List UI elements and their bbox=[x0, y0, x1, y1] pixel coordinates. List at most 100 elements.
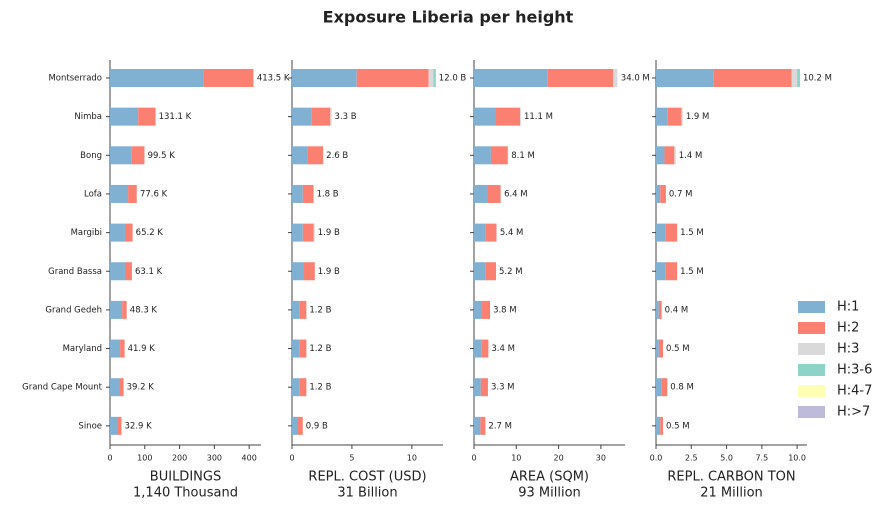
total-label: 1.5 M bbox=[680, 228, 704, 238]
bar-segment bbox=[656, 300, 659, 319]
bar-segment bbox=[120, 339, 125, 358]
x-tick-label: 20 bbox=[554, 454, 564, 463]
bar-segment bbox=[665, 262, 678, 281]
bar-segment bbox=[713, 69, 792, 87]
x-tick-label: 0 bbox=[107, 454, 112, 463]
total-label: 3.3 B bbox=[335, 112, 357, 122]
legend-swatch bbox=[798, 343, 825, 355]
bar-segment bbox=[658, 300, 662, 319]
x-axis-note: 21 Million bbox=[700, 486, 763, 501]
bar-segment bbox=[203, 69, 254, 87]
total-label: 5.2 M bbox=[499, 267, 523, 277]
bar-segment bbox=[356, 69, 429, 87]
bar-segment bbox=[658, 339, 664, 358]
bar-segment bbox=[307, 146, 324, 165]
total-label: 0.7 M bbox=[669, 189, 693, 199]
x-tick-label: 300 bbox=[207, 454, 222, 463]
legend-swatch bbox=[798, 364, 825, 376]
bar-segment bbox=[656, 416, 661, 435]
legend-label: H:3-6 bbox=[837, 363, 872, 378]
total-label: 0.5 M bbox=[666, 344, 690, 354]
bar-segment bbox=[674, 146, 676, 165]
total-label: 65.2 K bbox=[136, 228, 164, 238]
x-tick-label: 0 bbox=[471, 454, 476, 463]
total-label: 1.9 B bbox=[318, 267, 340, 277]
bar-segment bbox=[302, 223, 314, 242]
bar-segment bbox=[480, 378, 488, 397]
bar-segment bbox=[299, 300, 307, 319]
total-label: 0.8 M bbox=[670, 383, 694, 393]
bar-segment bbox=[797, 69, 800, 87]
bar-segment bbox=[110, 300, 123, 319]
bar-segment bbox=[474, 146, 491, 165]
x-tick-label: 10.0 bbox=[788, 454, 806, 463]
y-tick-label: Margibi bbox=[71, 228, 102, 238]
total-label: 77.6 K bbox=[140, 189, 168, 199]
x-axis-note: 93 Million bbox=[518, 486, 581, 501]
bar-segment bbox=[292, 262, 304, 281]
x-tick-label: 7.5 bbox=[755, 454, 768, 463]
bar-segment bbox=[656, 146, 665, 165]
legend-label: H:4-7 bbox=[837, 384, 872, 399]
bar-segment bbox=[474, 300, 483, 319]
total-label: 1.8 B bbox=[317, 189, 339, 199]
total-label: 5.4 M bbox=[500, 228, 524, 238]
bar-segment bbox=[292, 69, 357, 87]
bar-segment bbox=[656, 378, 662, 397]
bar-segment bbox=[299, 339, 307, 358]
legend-swatch bbox=[798, 406, 825, 418]
bar-segment bbox=[487, 184, 501, 203]
total-label: 131.1 K bbox=[159, 112, 192, 122]
bar-segment bbox=[110, 184, 129, 203]
bar-segment bbox=[311, 107, 331, 126]
bar-segment bbox=[791, 69, 798, 87]
total-label: 0.9 B bbox=[306, 421, 328, 431]
bar-segment bbox=[292, 184, 303, 203]
bar-segment bbox=[118, 416, 122, 435]
bar-segment bbox=[124, 223, 133, 242]
total-label: 1.5 M bbox=[680, 267, 704, 277]
bar-segment bbox=[292, 223, 303, 242]
bar-segment bbox=[138, 107, 156, 126]
x-tick-label: 200 bbox=[172, 454, 187, 463]
bar-segment bbox=[110, 107, 139, 126]
x-tick-label: 10 bbox=[407, 454, 417, 463]
bar-segment bbox=[302, 184, 314, 203]
total-label: 63.1 K bbox=[135, 267, 163, 277]
total-label: 32.9 K bbox=[124, 421, 152, 431]
bar-segment bbox=[474, 69, 548, 87]
bar-segment bbox=[110, 69, 204, 87]
bar-segment bbox=[122, 300, 127, 319]
total-label: 1.2 B bbox=[309, 383, 331, 393]
total-label: 3.4 M bbox=[491, 344, 515, 354]
x-tick-label: 100 bbox=[137, 454, 152, 463]
bar-segment bbox=[660, 184, 666, 203]
bar-segment bbox=[474, 184, 488, 203]
x-tick-label: 5 bbox=[349, 454, 354, 463]
total-label: 413.5 K bbox=[257, 74, 290, 84]
x-tick-label: 30 bbox=[596, 454, 606, 463]
total-label: 6.4 M bbox=[504, 189, 528, 199]
total-label: 1.9 M bbox=[686, 112, 710, 122]
bar-segment bbox=[480, 416, 486, 435]
legend-label: H:3 bbox=[837, 342, 859, 357]
y-tick-label: Nimba bbox=[74, 112, 102, 122]
bar-segment bbox=[292, 300, 300, 319]
bar-segment bbox=[520, 107, 521, 126]
y-tick-label: Lofa bbox=[84, 189, 102, 199]
bar-segment bbox=[292, 146, 308, 165]
bar-segment bbox=[664, 146, 675, 165]
bar-segment bbox=[330, 107, 332, 126]
bar-segment bbox=[299, 378, 307, 397]
x-axis-label: AREA (SQM) bbox=[510, 470, 589, 485]
x-axis-label: REPL. COST (USD) bbox=[308, 470, 426, 485]
bar-segment bbox=[656, 107, 668, 126]
bar-segment bbox=[474, 107, 496, 126]
bar-segment bbox=[656, 262, 666, 281]
total-label: 1.9 B bbox=[318, 228, 340, 238]
total-label: 11.1 M bbox=[524, 112, 553, 122]
y-tick-label: Grand Gedeh bbox=[45, 305, 102, 315]
bar-segment bbox=[656, 184, 661, 203]
bar-segment bbox=[313, 223, 315, 242]
